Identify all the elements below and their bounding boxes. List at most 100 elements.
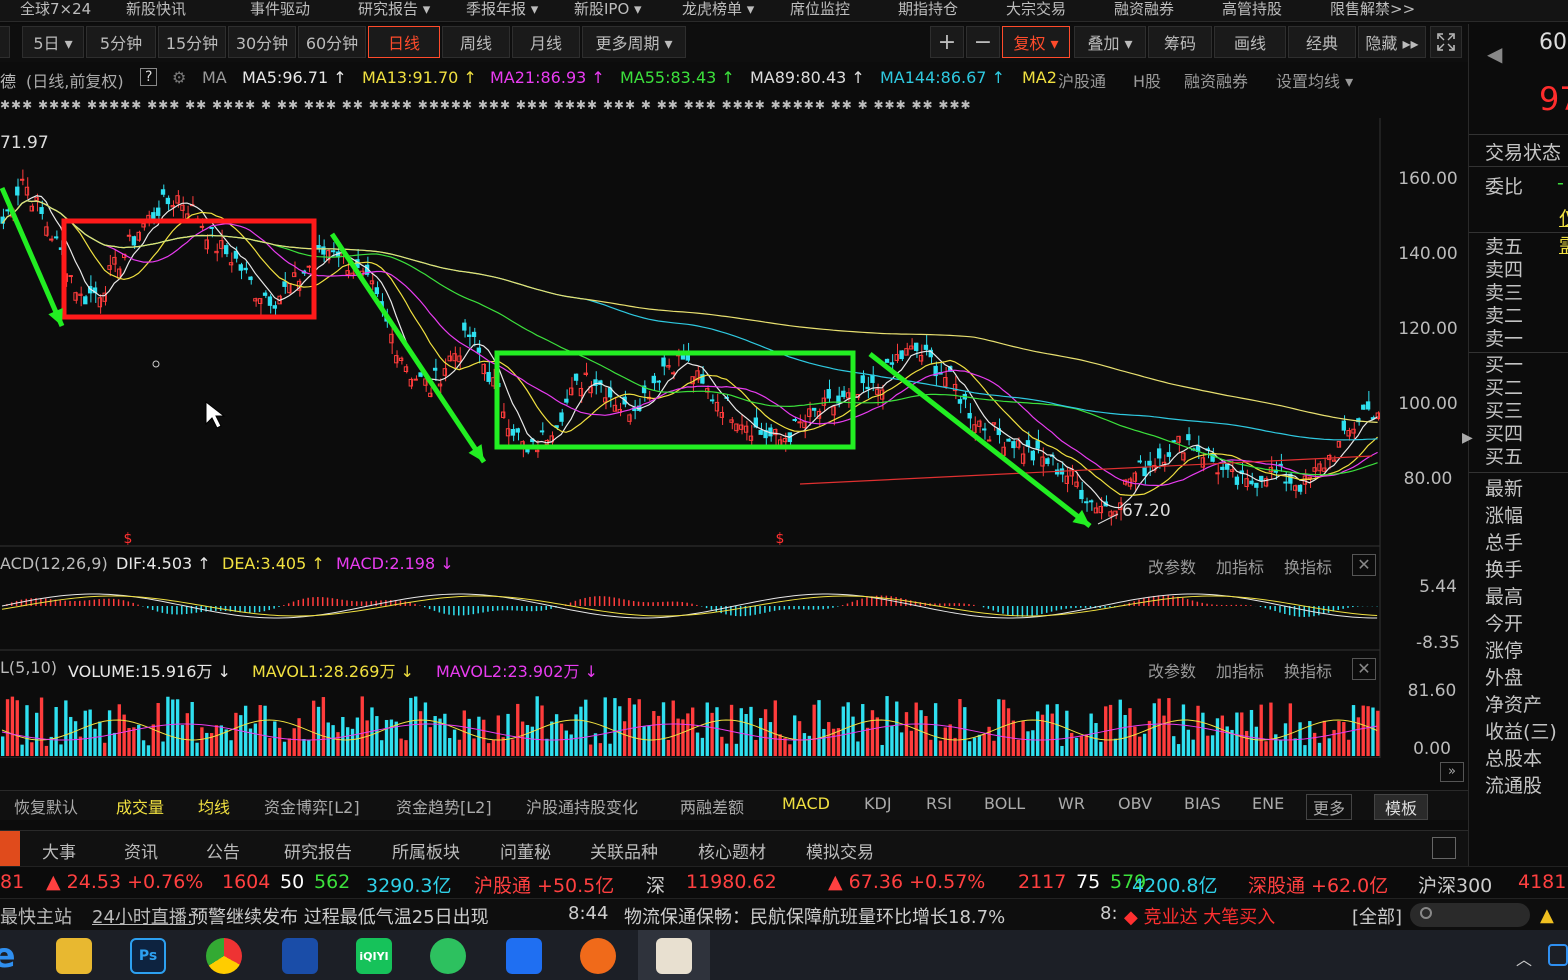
nav-item[interactable]: 事件驱动	[250, 0, 311, 18]
folder-icon[interactable]	[56, 938, 92, 974]
news-source[interactable]: 最快主站	[0, 907, 72, 928]
overlay-button[interactable]: 叠加 ▾	[1074, 26, 1146, 58]
nav-item[interactable]: 大宗交易	[1006, 0, 1067, 18]
popout-icon[interactable]	[1432, 837, 1456, 859]
margin-link[interactable]: 融资融券	[1184, 72, 1249, 91]
period-5min[interactable]: 5分钟	[86, 26, 156, 58]
tab-wr[interactable]: WR	[1058, 794, 1085, 813]
edge-icon[interactable]: e	[0, 936, 16, 976]
help-icon[interactable]: ?	[140, 68, 158, 86]
gear-icon[interactable]: ⚙	[172, 68, 187, 87]
nav-item[interactable]: 研究报告 ▾	[358, 0, 431, 18]
vol-edit-param[interactable]: 改参数	[1148, 662, 1197, 681]
candle	[627, 414, 632, 422]
nav-item[interactable]: 新股IPO ▾	[574, 0, 642, 18]
tab-margin-diff[interactable]: 两融差额	[680, 798, 745, 817]
shield-icon[interactable]	[506, 938, 542, 974]
nav-item[interactable]: 龙虎榜单 ▾	[682, 0, 755, 18]
tab-news[interactable]: 资讯	[124, 843, 158, 863]
chips-button[interactable]: 筹码	[1148, 26, 1212, 58]
chrome-icon[interactable]	[206, 938, 242, 974]
panel-toggle-icon[interactable]: ▶	[1462, 430, 1473, 446]
hgt-link[interactable]: 沪股通	[1058, 72, 1107, 91]
period-monthly[interactable]: 月线	[512, 26, 580, 58]
feather-icon[interactable]	[580, 938, 616, 974]
draw-line-button[interactable]: 画线	[1214, 26, 1286, 58]
bell-icon[interactable]: ▲	[1540, 905, 1554, 926]
period-daily[interactable]: 日线	[368, 26, 440, 58]
tab-events[interactable]: 大事	[42, 843, 76, 863]
defender-icon[interactable]	[1548, 944, 1568, 966]
search-input[interactable]	[1410, 903, 1530, 927]
tab-volume[interactable]: 成交量	[116, 798, 165, 817]
tab-capital-game[interactable]: 资金博弈[L2]	[264, 798, 360, 817]
fuquan-button[interactable]: 复权 ▾	[1002, 26, 1070, 58]
iqiyi-icon[interactable]: iQIYI	[356, 938, 392, 974]
live-label[interactable]: 24小时直播:	[92, 907, 193, 928]
fullscreen-icon[interactable]	[1430, 26, 1462, 58]
alert-all-link[interactable]: [全部]	[1352, 907, 1403, 928]
tab-obv[interactable]: OBV	[1118, 794, 1153, 813]
tab-hgt-holding[interactable]: 沪股通持股变化	[526, 798, 639, 817]
tab-macd[interactable]: MACD	[782, 794, 830, 813]
macd-edit-param[interactable]: 改参数	[1148, 558, 1197, 577]
buy-1: 买一	[1485, 354, 1524, 376]
tray-chevron-icon[interactable]: ︿	[1516, 950, 1533, 969]
set-ma-link[interactable]: 设置均线 ▾	[1276, 72, 1354, 91]
tab-capital-trend[interactable]: 资金趋势[L2]	[396, 798, 492, 817]
tab-reset[interactable]: 恢复默认	[14, 798, 79, 817]
tab-ene[interactable]: ENE	[1252, 794, 1285, 813]
vol-add-indicator[interactable]: 加指标	[1216, 662, 1265, 681]
tab-sectors[interactable]: 所属板块	[392, 843, 460, 863]
tab-themes[interactable]: 核心题材	[698, 843, 766, 863]
tab-sim-trade[interactable]: 模拟交易	[806, 843, 874, 863]
tab-related[interactable]: 关联品种	[590, 843, 658, 863]
macd-swap-indicator[interactable]: 换指标	[1284, 558, 1333, 577]
period-60min[interactable]: 60分钟	[298, 26, 366, 58]
panel-back-icon[interactable]: ◀	[1487, 42, 1503, 66]
vol-swap-indicator[interactable]: 换指标	[1284, 662, 1333, 681]
period-weekly[interactable]: 周线	[442, 26, 510, 58]
scroll-right-icon[interactable]: »	[1440, 762, 1464, 782]
only-link[interactable]: 仅需	[1559, 204, 1568, 258]
period-5day[interactable]: 5日 ▾	[22, 26, 84, 58]
template-button[interactable]: 模板	[1374, 794, 1429, 820]
tab-kdj[interactable]: KDJ	[864, 794, 892, 813]
app-icon[interactable]	[282, 938, 318, 974]
classic-button[interactable]: 经典	[1288, 26, 1356, 58]
nav-item[interactable]: 席位监控	[790, 0, 851, 18]
tab-boll[interactable]: BOLL	[984, 794, 1026, 813]
tab-ma[interactable]: 均线	[198, 798, 231, 817]
macd-add-indicator[interactable]: 加指标	[1216, 558, 1265, 577]
kline-chart[interactable]: 160.00 140.00 120.00 100.00 80.00 71.97 67.20 $…	[0, 118, 1468, 789]
news-item[interactable]: 物流保通保畅：民航保障航班量环比增长18.7%	[624, 907, 1006, 928]
wechat-icon[interactable]	[430, 938, 466, 974]
tab-bias[interactable]: BIAS	[1184, 794, 1221, 813]
period-30min[interactable]: 30分钟	[228, 26, 296, 58]
nav-item[interactable]: 限售解禁>>	[1330, 0, 1416, 18]
tab-research[interactable]: 研究报告	[284, 843, 352, 863]
photoshop-icon[interactable]: Ps	[130, 938, 166, 974]
close-icon[interactable]: ✕	[1352, 554, 1376, 576]
nav-item[interactable]: 季报年报 ▾	[466, 0, 539, 18]
tab-rsi[interactable]: RSI	[926, 794, 952, 813]
news-item[interactable]: 预警继续发布 过程最低气温25日出现	[190, 907, 489, 928]
nav-item[interactable]: 高管持股	[1222, 0, 1283, 18]
nav-item[interactable]: 新股快讯	[126, 0, 187, 18]
period-more[interactable]: 更多周期 ▾	[582, 26, 686, 58]
period-15min[interactable]: 15分钟	[158, 26, 226, 58]
hide-button[interactable]: 隐藏 ▸▸	[1358, 26, 1426, 58]
nav-item[interactable]: 融资融券	[1114, 0, 1175, 18]
nav-item[interactable]: 全球7×24	[20, 0, 92, 18]
tab-announcements[interactable]: 公告	[206, 843, 240, 863]
stock-app-icon[interactable]	[656, 938, 692, 974]
zoom-in-button[interactable]: +	[930, 26, 964, 58]
tab-more[interactable]: 更多	[1306, 794, 1353, 820]
candle	[860, 375, 865, 384]
nav-item[interactable]: 期指持仓	[898, 0, 959, 18]
tab-qa[interactable]: 问董秘	[500, 843, 551, 863]
zoom-out-button[interactable]: −	[966, 26, 1000, 58]
alert-item[interactable]: ◆ 竞业达 大笔买入	[1124, 907, 1276, 928]
close-icon[interactable]: ✕	[1352, 658, 1376, 680]
hshare-link[interactable]: H股	[1133, 72, 1162, 91]
